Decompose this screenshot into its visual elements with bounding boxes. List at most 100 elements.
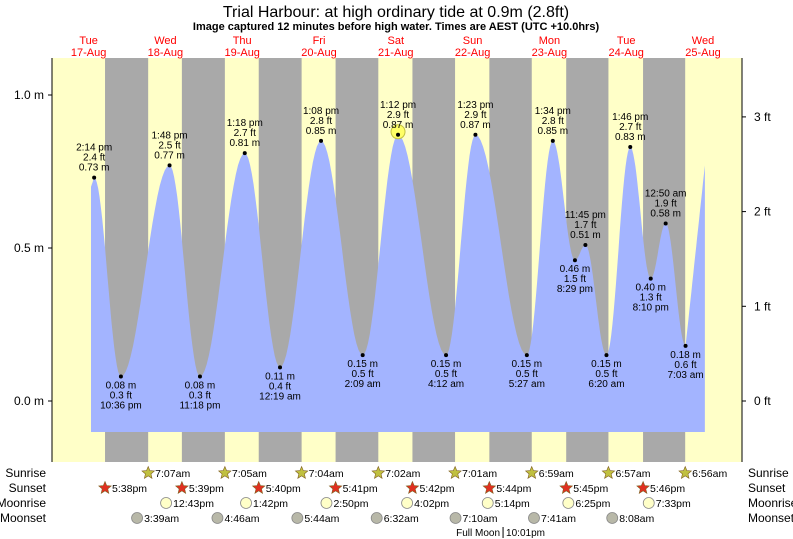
- moonrise-time: 7:33pm: [656, 498, 691, 510]
- high-tide-label: 1:23 pm: [457, 100, 493, 111]
- moonset-time: 7:10am: [463, 513, 498, 525]
- low-tide-point: [278, 365, 283, 370]
- high-tide-label: 0.85 m: [306, 126, 337, 137]
- sunset-time: 5:44pm: [496, 483, 531, 495]
- day-of-week-label: Sun: [463, 35, 483, 47]
- high-tide-label: 0.81 m: [229, 138, 260, 149]
- sunset-time: 5:41pm: [343, 483, 378, 495]
- low-tide-label: 0.15 m: [431, 359, 462, 370]
- high-tide-label: 2.4 ft: [83, 153, 105, 164]
- date-label: 21-Aug: [378, 47, 413, 59]
- day-of-week-label: Tue: [79, 35, 98, 47]
- moonrise-row-label: Moonrise: [0, 496, 46, 510]
- moonset-moon-icon: [606, 512, 619, 524]
- y-tick-label-right: 3 ft: [754, 110, 771, 124]
- axes: 1.0 m 0.5 m 0.0 m 3 ft 2 ft 1 ft 0 ft: [14, 58, 771, 462]
- low-tide-point: [572, 258, 577, 263]
- low-tide-point: [197, 374, 202, 379]
- chart-subtitle: Image captured 12 minutes before high wa…: [193, 21, 600, 33]
- sunrise-row-label-right: Sunrise: [748, 466, 789, 480]
- y-tick-label-left: 1.0 m: [14, 88, 44, 102]
- sunrise-icon: [217, 465, 232, 479]
- sunset-time: 5:42pm: [419, 483, 454, 495]
- moonrise-time: 2:50pm: [333, 498, 368, 510]
- moonrise-time: 5:14pm: [495, 498, 530, 510]
- high-tide-label: 0.73 m: [79, 163, 110, 174]
- high-tide-label: 1:48 pm: [151, 130, 187, 141]
- sunrise-time: 6:56am: [692, 468, 727, 480]
- moonset-moon-icon: [131, 512, 143, 524]
- high-tide-label: 12:50 am: [645, 189, 687, 200]
- moonset-time: 7:41am: [541, 513, 576, 525]
- sunset-icon: [251, 480, 266, 494]
- moonset-time: 3:39am: [144, 513, 179, 525]
- sunrise-time: 7:05am: [232, 468, 267, 480]
- sunrise-icon: [371, 465, 386, 479]
- date-label: 22-Aug: [455, 47, 490, 59]
- high-tide-label: 0.87 m: [460, 120, 491, 131]
- high-tide-point: [663, 221, 668, 226]
- high-tide-label: 1:08 pm: [303, 106, 339, 117]
- sunset-time: 5:39pm: [189, 483, 224, 495]
- moonrise-moon-icon: [562, 497, 575, 509]
- sunset-icon: [482, 480, 497, 494]
- low-tide-label: 0.18 m: [670, 350, 701, 361]
- y-tick-label-right: 0 ft: [754, 394, 771, 408]
- sunset-row-label: Sunset: [9, 481, 47, 495]
- day-labels: Tue17-AugWed18-AugThu19-AugFri20-AugSat2…: [71, 35, 721, 59]
- low-tide-label: 0.6 ft: [674, 360, 696, 371]
- low-tide-label: 7:03 am: [667, 370, 703, 381]
- moonset-moon-icon: [449, 512, 462, 524]
- high-tide-label: 11:45 pm: [565, 210, 606, 221]
- low-tide-label: 0.15 m: [512, 359, 543, 370]
- astro-rows: Sunrise Sunrise 7:07am 7:05am 7:04am 7:02am 7:…: [0, 465, 793, 539]
- high-tide-point: [242, 151, 247, 156]
- sunrise-time: 7:04am: [309, 468, 344, 480]
- high-tide-label: 0.58 m: [650, 209, 681, 220]
- sunset-icon: [174, 480, 189, 494]
- moonset-time: 6:32am: [384, 513, 419, 525]
- high-tide-label: 2.8 ft: [310, 116, 332, 127]
- sunrise-time: 7:01am: [462, 468, 497, 480]
- day-of-week-label: Tue: [617, 35, 636, 47]
- moonset-row-label-right: Moonset: [748, 511, 793, 525]
- day-of-week-label: Wed: [154, 35, 176, 47]
- moonrise-time: 6:25pm: [575, 498, 610, 510]
- day-of-week-label: Thu: [233, 35, 252, 47]
- sunset-time: 5:45pm: [573, 483, 608, 495]
- high-tide-label: 1.7 ft: [574, 220, 596, 231]
- moonset-moon-icon: [528, 512, 540, 524]
- moonrise-moon-icon: [401, 497, 414, 509]
- day-of-week-label: Sat: [388, 35, 405, 47]
- moonrise-time: 12:43pm: [173, 498, 214, 510]
- date-label: 20-Aug: [301, 47, 336, 59]
- high-tide-label: 2.8 ft: [542, 116, 564, 127]
- low-tide-label: 0.5 ft: [435, 369, 457, 380]
- high-tide-label: 1:46 pm: [612, 112, 648, 123]
- moonrise-moon-icon: [160, 497, 172, 509]
- high-tide-point: [628, 145, 633, 150]
- high-tide-label: 1:34 pm: [535, 106, 571, 117]
- low-tide-label: 0.46 m: [560, 264, 591, 275]
- sunrise-time: 7:07am: [155, 468, 190, 480]
- tide-area: [91, 134, 705, 433]
- low-tide-point: [683, 343, 688, 348]
- current-position-marker: [390, 124, 406, 140]
- high-tide-point: [167, 163, 172, 168]
- moonrise-time: 4:02pm: [414, 498, 449, 510]
- low-tide-point: [604, 353, 609, 358]
- low-tide-label: 0.15 m: [347, 359, 378, 370]
- sunset-icon: [636, 480, 650, 494]
- low-tide-label: 4:12 am: [428, 379, 464, 390]
- date-label: 17-Aug: [71, 47, 106, 59]
- low-tide-label: 1.5 ft: [564, 274, 586, 285]
- low-tide-label: 0.40 m: [635, 283, 666, 294]
- sunrise-icon: [601, 465, 616, 479]
- sunset-icon: [328, 480, 343, 494]
- high-tide-point: [396, 132, 401, 137]
- sunset-icon: [559, 480, 574, 494]
- high-tide-point: [473, 132, 478, 137]
- date-label: 23-Aug: [532, 47, 567, 59]
- low-tide-point: [118, 374, 123, 379]
